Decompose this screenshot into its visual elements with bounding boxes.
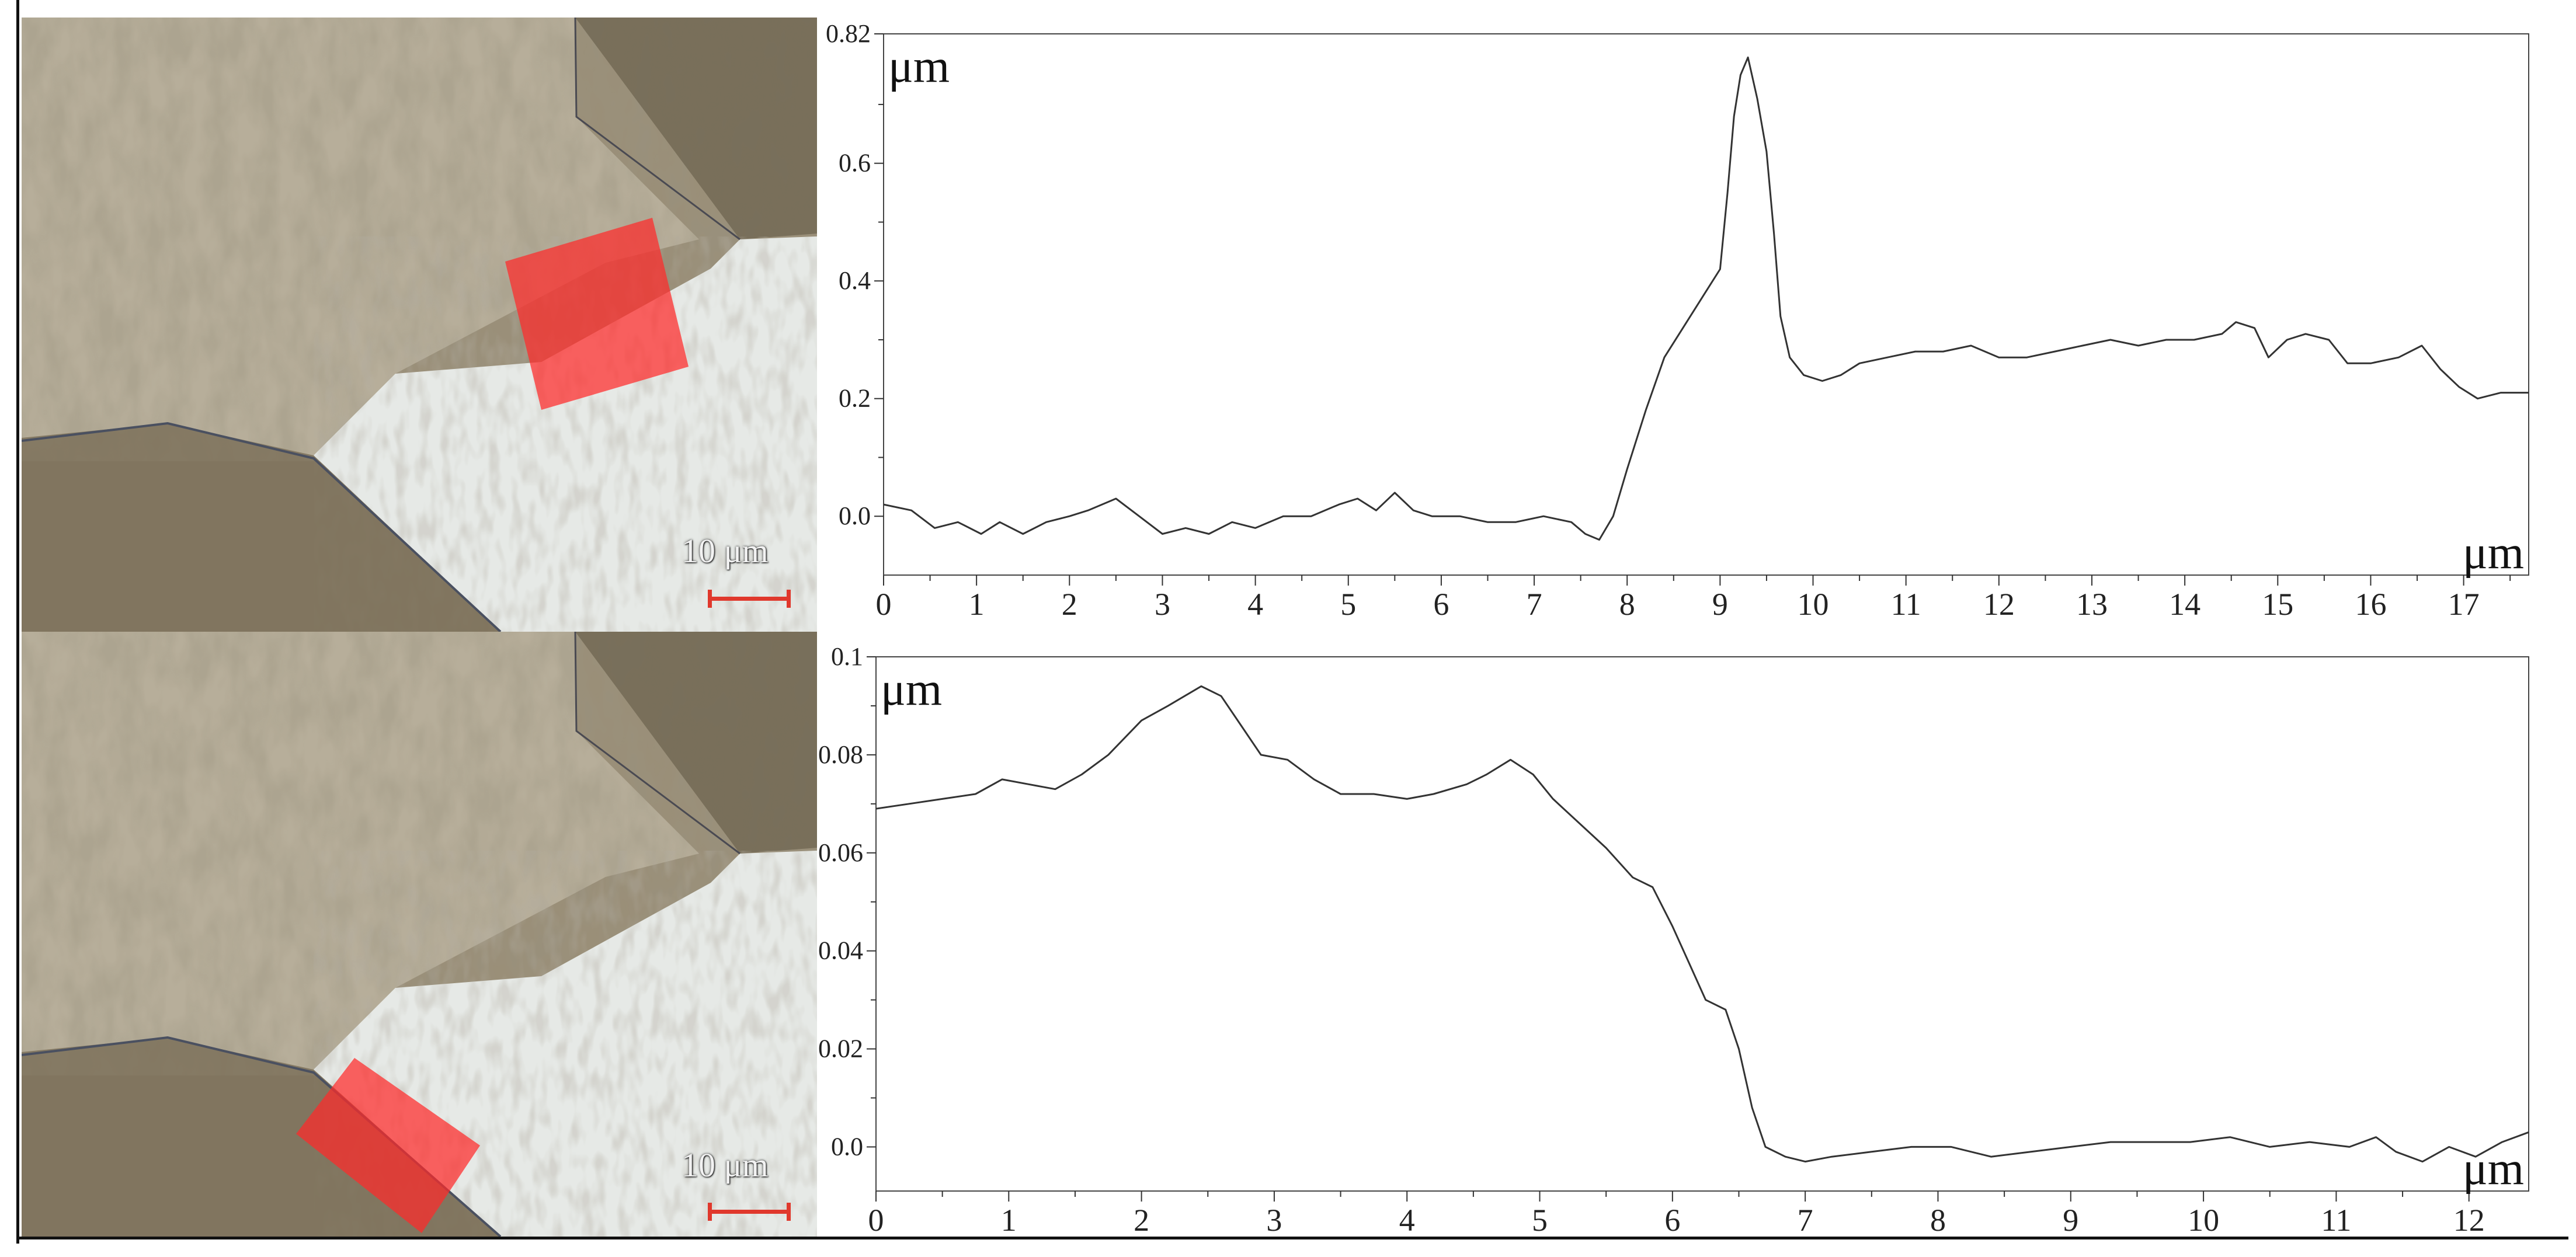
highlight-region-top xyxy=(505,218,689,410)
bottom-xlabel: μm xyxy=(2463,1143,2524,1195)
bottom-xtick-label-7: 7 xyxy=(1798,1203,1813,1238)
bottom-xtick-label-4: 4 xyxy=(1399,1203,1415,1238)
micrograph-top-image xyxy=(22,18,817,632)
bottom-xtick-label-5: 5 xyxy=(1532,1203,1548,1238)
top-xtick-label-1: 1 xyxy=(969,587,985,622)
top-xtick-label-3: 3 xyxy=(1155,587,1170,622)
top-xtick-label-7: 7 xyxy=(1527,587,1542,622)
top-ytick-label-4: 0.82 xyxy=(826,19,871,48)
height-profile-top: 0.00.20.40.60.820 1 2 3 4 5 6 7 8 9 10 11 12 13 14 15 16… xyxy=(826,19,2529,622)
top-xtick-label-14: 14 xyxy=(2169,587,2200,622)
bottom-xtick-label-0: 0 xyxy=(868,1203,884,1238)
bottom-xtick-label-8: 8 xyxy=(1930,1203,1946,1238)
micrograph-top: 10 μm xyxy=(22,18,817,632)
top-ylabel: μm xyxy=(888,41,950,92)
bottom-ytick-label-0: 0.0 xyxy=(831,1132,863,1161)
top-profile-line xyxy=(883,56,2529,541)
top-xlabel: μm xyxy=(2463,527,2524,579)
top-plot-frame xyxy=(883,33,2529,576)
scale-bar-label-top: 10 μm xyxy=(682,532,769,570)
bottom-plot-frame xyxy=(875,656,2529,1192)
bottom-xtick-label-12: 12 xyxy=(2453,1203,2485,1238)
top-xtick-label-5: 5 xyxy=(1340,587,1356,622)
bottom-xtick-label-3: 3 xyxy=(1266,1203,1282,1238)
bottom-ytick-label-4: 0.08 xyxy=(818,740,863,769)
top-xtick-label-8: 8 xyxy=(1619,587,1635,622)
top-ytick-label-1: 0.2 xyxy=(839,384,871,413)
highlight-region-bottom xyxy=(296,1058,480,1233)
bottom-profile-line xyxy=(875,685,2529,1163)
top-xtick-label-10: 10 xyxy=(1798,587,1829,622)
bottom-xtick-label-2: 2 xyxy=(1134,1203,1149,1238)
scale-bar-top xyxy=(708,590,791,608)
bottom-xtick-label-1: 1 xyxy=(1001,1203,1017,1238)
bottom-xtick-label-11: 11 xyxy=(2321,1203,2351,1238)
bottom-ylabel: μm xyxy=(881,664,942,715)
top-xtick-label-9: 9 xyxy=(1712,587,1728,622)
bottom-xtick-label-9: 9 xyxy=(2063,1203,2078,1238)
top-ytick-label-3: 0.6 xyxy=(839,149,871,177)
top-xtick-label-12: 12 xyxy=(1983,587,2015,622)
top-ytick-label-2: 0.4 xyxy=(839,266,871,295)
bottom-xtick-label-10: 10 xyxy=(2188,1203,2219,1238)
bottom-ytick-label-2: 0.04 xyxy=(818,936,863,965)
figure-bottom-border xyxy=(16,1237,2568,1239)
top-xtick-label-2: 2 xyxy=(1062,587,1077,622)
top-xtick-label-13: 13 xyxy=(2076,587,2108,622)
top-xtick-label-17: 17 xyxy=(2448,587,2480,622)
scale-bar-bottom xyxy=(708,1203,791,1221)
bottom-ytick-label-5: 0.1 xyxy=(831,642,863,671)
height-profile-bottom: 0.00.020.040.060.080.10 1 2 3 4 5 6 7 8 9 10 11 12μm… xyxy=(818,642,2529,1238)
scale-bar-label-bottom: 10 μm xyxy=(682,1146,769,1184)
top-xtick-label-4: 4 xyxy=(1247,587,1263,622)
top-ytick-label-0: 0.0 xyxy=(839,502,871,530)
micrograph-bottom-image xyxy=(22,632,817,1237)
bottom-ytick-label-3: 0.06 xyxy=(818,838,863,867)
top-xtick-label-15: 15 xyxy=(2262,587,2293,622)
top-xtick-label-0: 0 xyxy=(876,587,892,622)
top-xtick-label-16: 16 xyxy=(2355,587,2386,622)
top-xtick-label-6: 6 xyxy=(1433,587,1449,622)
top-xtick-label-11: 11 xyxy=(1891,587,1921,622)
bottom-ytick-label-1: 0.02 xyxy=(818,1035,863,1063)
bottom-xtick-label-6: 6 xyxy=(1664,1203,1680,1238)
figure-left-border xyxy=(16,0,19,1244)
micrograph-bottom: 10 μm xyxy=(22,632,817,1237)
